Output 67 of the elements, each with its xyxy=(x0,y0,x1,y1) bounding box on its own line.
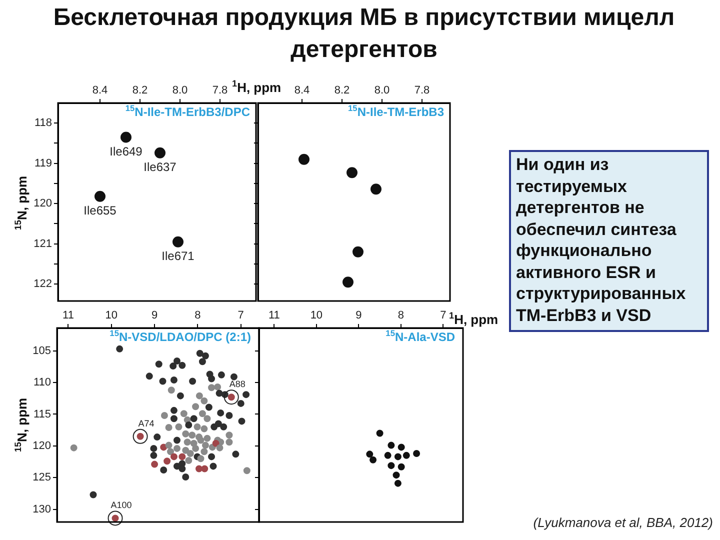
point xyxy=(376,430,384,437)
x-tick-label: 10 xyxy=(105,309,118,322)
annotation: Ile671 xyxy=(162,249,195,264)
y-tick-label: 119 xyxy=(34,157,52,170)
x-tick-label: 8.0 xyxy=(374,84,390,96)
y-tick-label: 110 xyxy=(33,376,51,389)
point xyxy=(402,452,410,459)
x-tick-label: 8.0 xyxy=(172,84,188,96)
point xyxy=(388,462,395,470)
point xyxy=(384,452,392,459)
point xyxy=(413,450,420,458)
x-tick-label: 7.8 xyxy=(212,84,228,96)
x-tick-label: 8 xyxy=(194,309,201,322)
point xyxy=(398,444,405,451)
x-tick-label: 8.2 xyxy=(334,84,350,96)
y-tick-label: 115 xyxy=(33,408,51,420)
x-tick-label: 9 xyxy=(151,309,158,322)
point xyxy=(370,184,382,195)
point xyxy=(388,442,395,449)
y-tick-label: 125 xyxy=(32,472,51,484)
point xyxy=(172,236,184,248)
point xyxy=(342,276,354,288)
x-tick-label: 11 xyxy=(268,309,280,322)
point xyxy=(94,190,106,202)
text: Ни один из тестируемых детергентов не обеспечил синтеза функционально активного ESR и структурированных TM-ErbB3 и VSD xyxy=(509,150,709,332)
chart-title: $^{15}$N-VSD/LDAO/DPC (2:1) xyxy=(110,328,251,344)
x-tick-label: 10 xyxy=(310,309,323,322)
x-tick-label: 8.4 xyxy=(294,84,310,96)
x-tick-label: 11 xyxy=(62,309,74,322)
x-tick-label: 7.8 xyxy=(414,84,430,96)
text: Бесклеточная продукция МБ в присутствии мицелл детергентов xyxy=(52,3,676,65)
point xyxy=(154,147,166,158)
annotation: Ile637 xyxy=(144,160,177,174)
point xyxy=(392,472,400,479)
annotation: Ile649 xyxy=(110,144,143,159)
annotation: A88 xyxy=(229,379,246,390)
y-tick-label: 120 xyxy=(34,198,52,210)
annotation: A74 xyxy=(138,418,154,428)
x-tick-label: 8.2 xyxy=(132,84,148,96)
point xyxy=(394,453,402,460)
point xyxy=(346,167,358,178)
point xyxy=(398,463,405,470)
y-tick-label: 130 xyxy=(32,503,51,516)
annotation: A100 xyxy=(110,500,132,510)
point xyxy=(394,480,402,487)
y-tick-label: 120 xyxy=(32,440,51,452)
x-tick-label: 8 xyxy=(398,309,404,322)
x-tick-label: 9 xyxy=(356,309,362,322)
point xyxy=(298,154,310,165)
annotation: Ile655 xyxy=(84,204,117,218)
x-tick-label: 7 xyxy=(440,309,446,322)
point xyxy=(370,456,377,464)
y-tick-label: 118 xyxy=(34,117,52,130)
chart-title: $^{15}$N-Ile-TM-ErbB3/DPC xyxy=(125,103,250,119)
x-axis-title: $^{1}$H, ppm xyxy=(449,310,498,327)
x-axis-title: $^{1}$H, ppm xyxy=(232,78,282,95)
text: (Lyukmanova et al, BBA, 2012) xyxy=(533,515,713,530)
x-tick-label: 7 xyxy=(238,309,244,322)
y-tick-label: 121 xyxy=(34,238,52,250)
x-tick-label: 8.4 xyxy=(92,84,108,96)
point xyxy=(352,246,364,258)
point xyxy=(366,450,374,458)
y-tick-label: 105 xyxy=(32,344,51,357)
chart-title: $^{15}$N-Ala-VSD xyxy=(386,328,455,344)
point xyxy=(120,132,132,143)
y-tick-label: 122 xyxy=(34,278,52,290)
chart-title: $^{15}$N-Ile-TM-ErbB3 xyxy=(348,103,444,119)
